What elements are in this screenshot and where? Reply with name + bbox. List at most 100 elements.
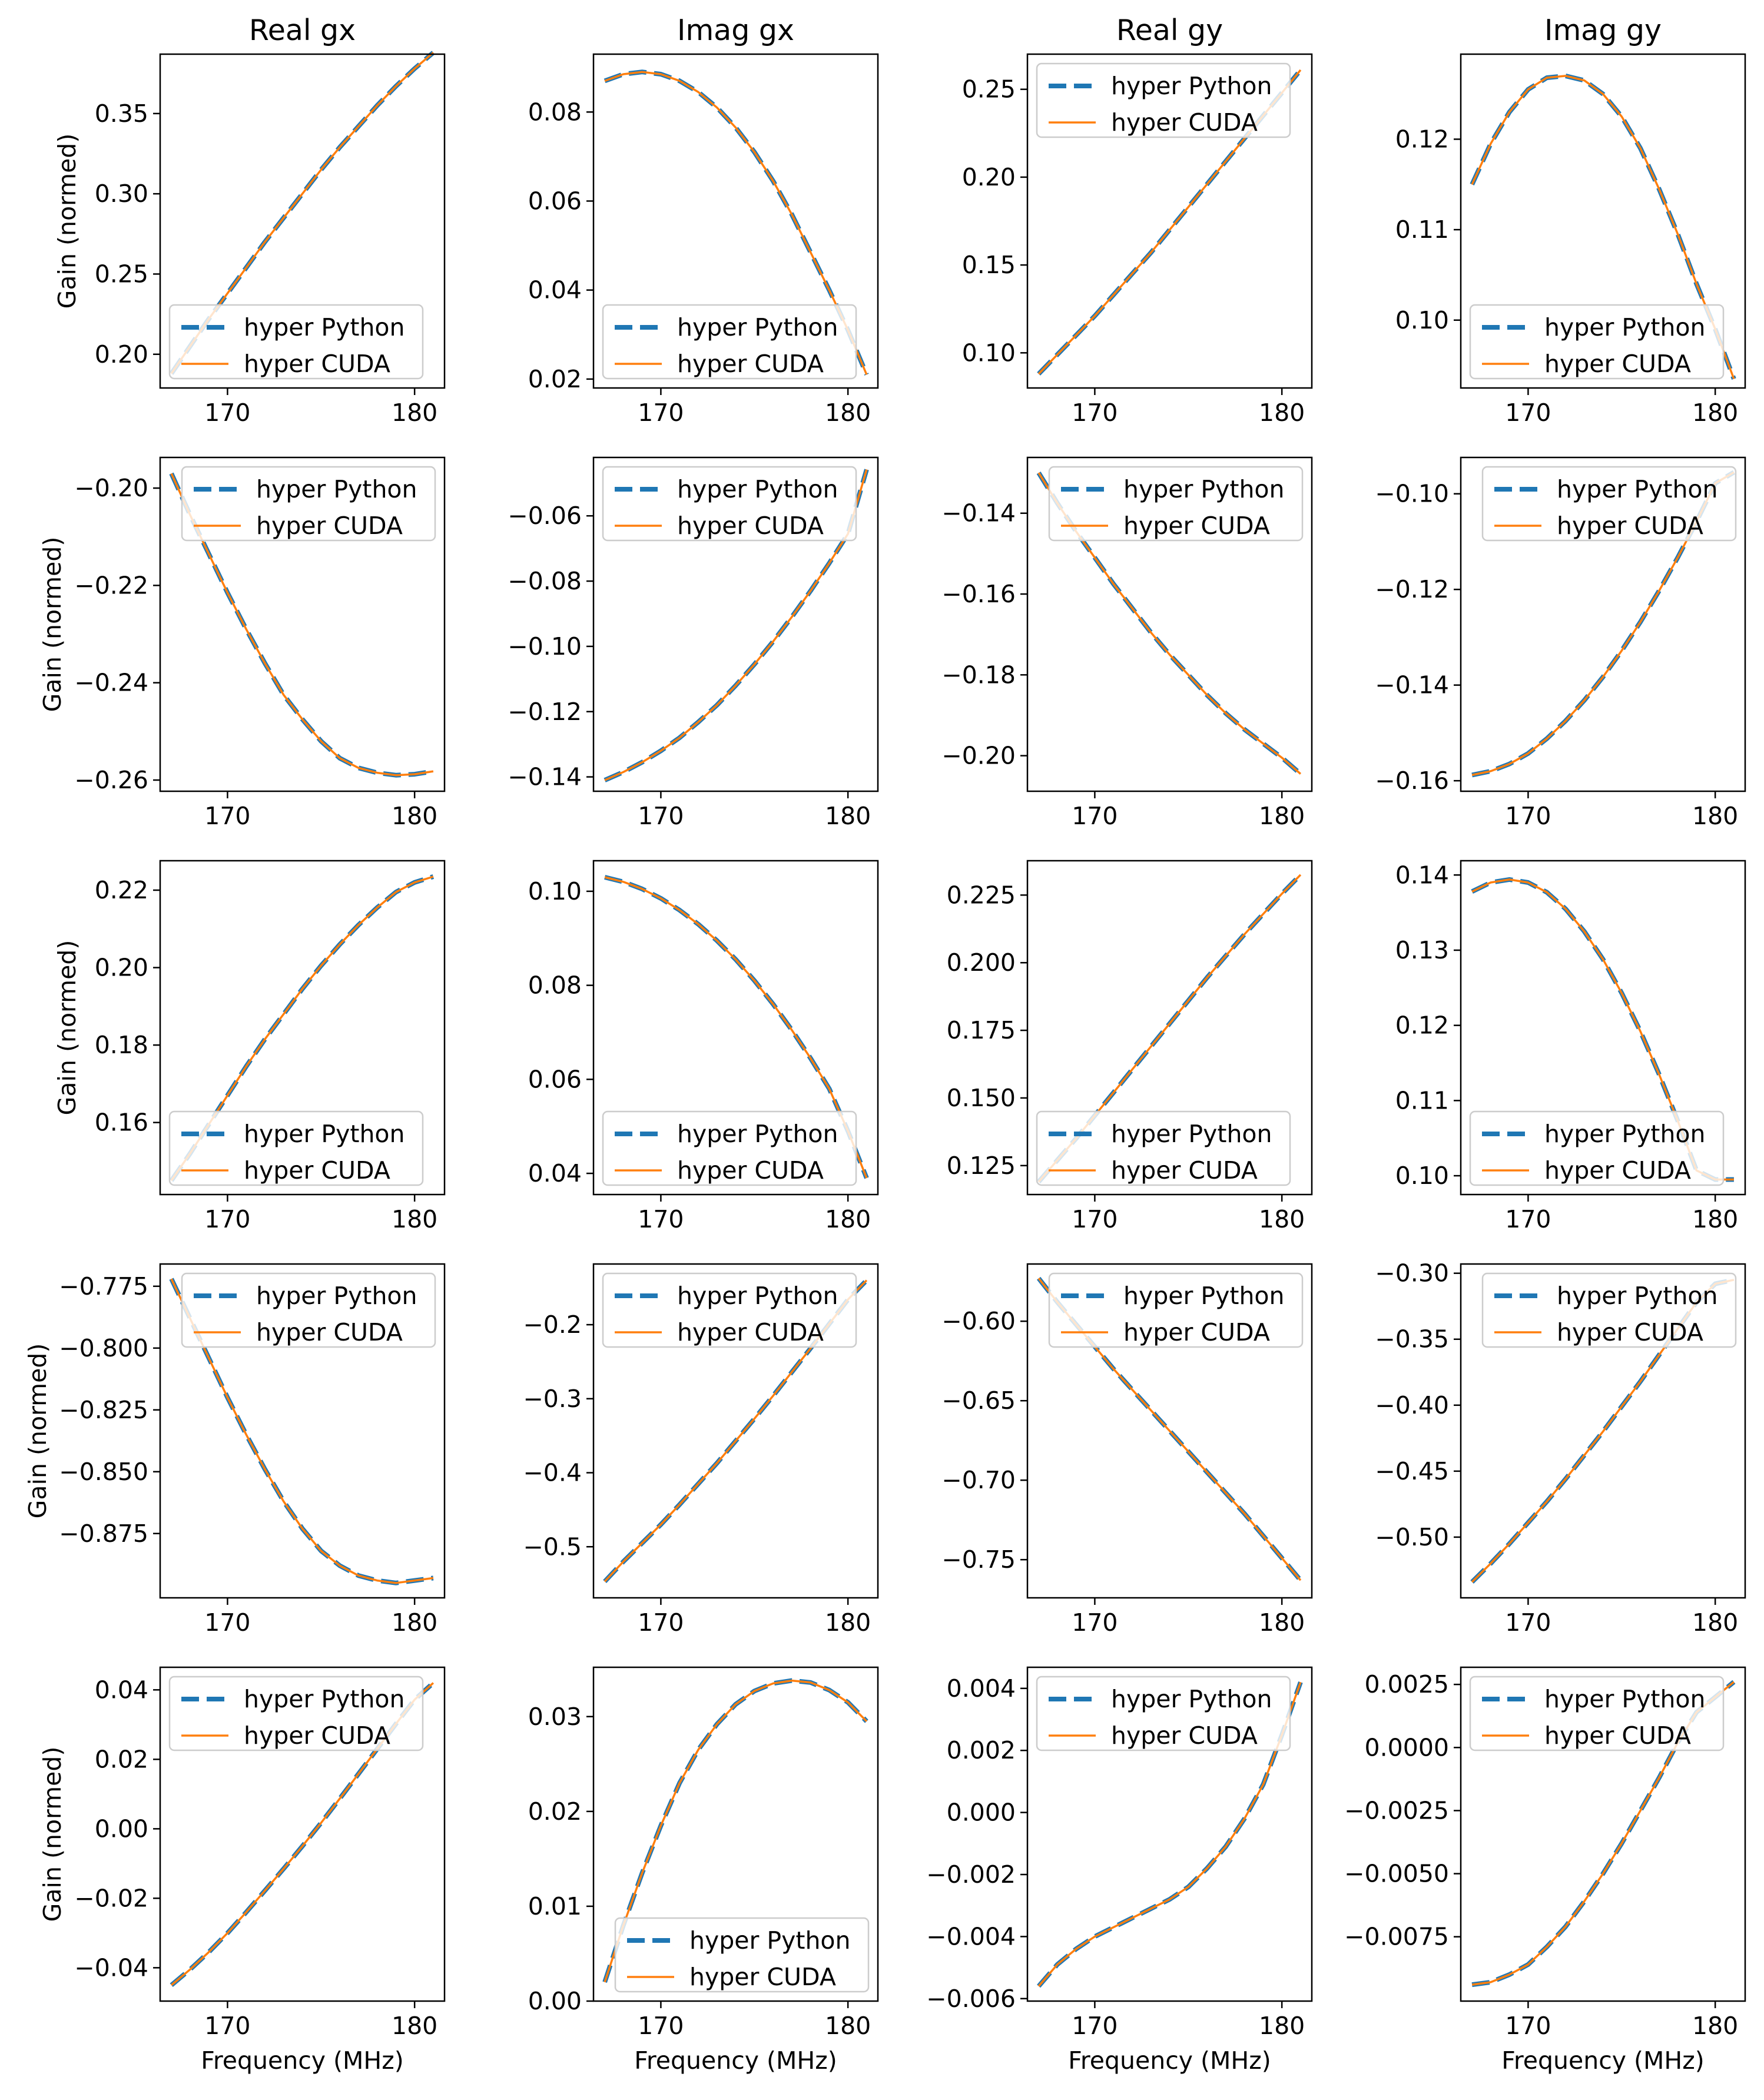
x-tick-label: 180 xyxy=(1692,2012,1738,2040)
y-tick-label: −0.002 xyxy=(926,1860,1016,1889)
axes-frame xyxy=(159,860,446,1196)
legend: hyper Python hyper CUDA xyxy=(602,1110,857,1186)
legend-label: hyper Python xyxy=(1544,1120,1706,1148)
x-tick-label: 180 xyxy=(392,802,437,830)
subplot-r4-c2: 170 180 −0.006 −0.004 −0.002 0.000 0.002 0.004 F… xyxy=(926,1666,1313,2075)
series-line-hyper-cuda xyxy=(1037,1681,1302,1987)
y-tick-label: 0.20 xyxy=(95,340,148,369)
y-tick-label: −0.40 xyxy=(1375,1391,1449,1419)
y-tick-label: −0.006 xyxy=(926,1985,1016,2013)
y-tick-label: 0.225 xyxy=(947,881,1016,909)
x-tick-label: 170 xyxy=(1072,2012,1118,2040)
legend-label: hyper Python xyxy=(244,313,405,341)
legend-box xyxy=(602,466,857,542)
y-tick-label: −0.08 xyxy=(508,567,582,595)
legend-label: hyper CUDA xyxy=(1544,1721,1691,1750)
legend: hyper Python hyper CUDA xyxy=(1469,304,1725,380)
y-tick-label: 0.02 xyxy=(95,1745,148,1773)
series-line-hyper-cuda xyxy=(170,1278,434,1584)
x-axis-label: Frequency (MHz) xyxy=(1068,2046,1271,2075)
series-line-hyper-cuda xyxy=(604,1679,868,1983)
x-tick-label: 180 xyxy=(1259,1608,1305,1637)
legend: hyper Python hyper CUDA xyxy=(1481,1272,1737,1348)
x-tick-label: 170 xyxy=(204,1608,250,1637)
legend-label: hyper CUDA xyxy=(1557,512,1703,540)
axes-frame xyxy=(1460,1263,1746,1599)
x-tick-label: 170 xyxy=(1505,1608,1551,1637)
y-tick-label: −0.70 xyxy=(941,1466,1016,1494)
x-axis-label: Frequency (MHz) xyxy=(634,2046,837,2075)
y-tick-label: −0.50 xyxy=(1375,1523,1449,1551)
legend: hyper Python hyper CUDA xyxy=(1036,1676,1291,1751)
y-tick-label: −0.825 xyxy=(59,1396,148,1424)
y-tick-label: −0.16 xyxy=(941,580,1016,608)
legend-box xyxy=(1048,466,1304,542)
y-tick-label: 0.0025 xyxy=(1365,1670,1449,1698)
legend-label: hyper CUDA xyxy=(1123,512,1270,540)
y-tick-label: 0.004 xyxy=(947,1674,1016,1703)
y-tick-label: −0.24 xyxy=(74,669,148,697)
x-tick-label: 170 xyxy=(1505,1205,1551,1233)
x-tick-label: 180 xyxy=(825,399,871,427)
y-tick-label: −0.14 xyxy=(941,499,1016,528)
legend: hyper Python hyper CUDA xyxy=(1048,1272,1304,1348)
legend-label: hyper Python xyxy=(244,1685,405,1713)
y-tick-label: 0.30 xyxy=(95,180,148,208)
x-tick-label: 180 xyxy=(1692,1205,1738,1233)
y-tick-label: 0.200 xyxy=(947,948,1016,977)
axes-frame xyxy=(159,1666,446,2002)
legend-label: hyper Python xyxy=(1111,1120,1272,1148)
x-tick-label: 180 xyxy=(392,1608,437,1637)
legend-label: hyper Python xyxy=(1557,1282,1718,1310)
y-tick-label: 0.35 xyxy=(95,99,148,128)
y-tick-label: 0.20 xyxy=(962,163,1016,191)
legend-box xyxy=(1036,62,1291,138)
legend-label: hyper CUDA xyxy=(1123,1318,1270,1346)
y-tick-label: 0.22 xyxy=(95,876,148,904)
legend-label: hyper CUDA xyxy=(1111,1156,1258,1185)
axes-frame xyxy=(1460,1666,1746,2002)
y-tick-label: −0.5 xyxy=(523,1532,582,1561)
y-tick-label: −0.20 xyxy=(941,742,1016,770)
x-tick-label: 180 xyxy=(392,2012,437,2040)
y-tick-label: 0.25 xyxy=(95,260,148,288)
x-tick-label: 170 xyxy=(1072,399,1118,427)
legend-label: hyper CUDA xyxy=(256,512,403,540)
y-tick-label: 0.16 xyxy=(95,1109,148,1137)
y-tick-label: −0.20 xyxy=(74,474,148,502)
subplot-r3-c3: 170 180 −0.50 −0.45 −0.40 −0.35 −0.30 hyper Pyt… xyxy=(1375,1259,1746,1637)
y-tick-label: 0.0000 xyxy=(1365,1733,1449,1761)
x-tick-label: 180 xyxy=(1259,1205,1305,1233)
subplot-r3-c0: 170 180 −0.875 −0.850 −0.825 −0.800 −0.775 Gain… xyxy=(24,1263,446,1637)
y-axis-label: Gain (normed) xyxy=(24,1343,52,1519)
subplot-title: Imag gx xyxy=(677,14,794,47)
x-tick-label: 180 xyxy=(1259,399,1305,427)
subplot-title: Imag gy xyxy=(1544,14,1662,47)
x-tick-label: 170 xyxy=(204,2012,250,2040)
y-axis-label: Gain (normed) xyxy=(38,1747,67,1922)
y-tick-label: −0.850 xyxy=(59,1458,148,1486)
legend-box xyxy=(181,1272,436,1348)
y-tick-label: −0.14 xyxy=(508,763,582,791)
x-tick-label: 170 xyxy=(1505,399,1551,427)
legend-label: hyper Python xyxy=(689,1926,851,1955)
legend-label: hyper Python xyxy=(677,475,838,503)
axes-frame xyxy=(592,53,879,389)
axes-frame xyxy=(159,53,446,389)
y-tick-label: −0.30 xyxy=(1375,1259,1449,1288)
y-axis-label: Gain (normed) xyxy=(53,134,81,309)
x-tick-label: 180 xyxy=(392,399,437,427)
legend-label: hyper CUDA xyxy=(1557,1318,1703,1346)
legend: hyper Python hyper CUDA xyxy=(168,1110,424,1186)
y-tick-label: 0.08 xyxy=(528,98,582,126)
axes-frame xyxy=(159,456,446,792)
legend-box xyxy=(1036,1110,1291,1186)
legend-box xyxy=(168,1110,424,1186)
legend: hyper Python hyper CUDA xyxy=(181,466,436,542)
subplot-r0-c0: 170 180 0.20 0.25 0.30 0.35 Real gx Gain (norme… xyxy=(53,14,446,427)
legend-box xyxy=(1036,1676,1291,1751)
legend-box xyxy=(602,304,857,380)
y-tick-label: −0.2 xyxy=(523,1311,582,1339)
